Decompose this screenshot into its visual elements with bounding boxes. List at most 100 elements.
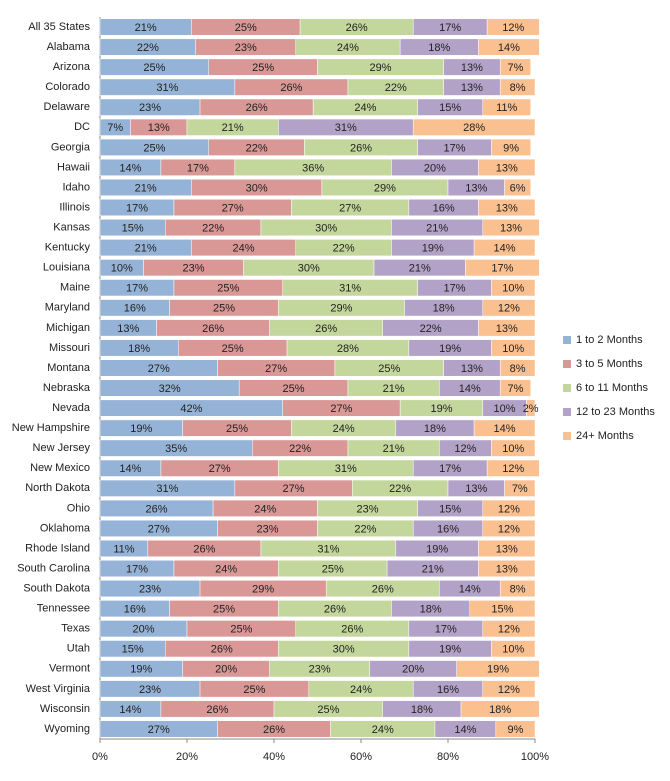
y-tick-label: Wyoming <box>44 723 90 735</box>
value-label: 36% <box>302 162 324 174</box>
y-tick-label: Alabama <box>47 41 91 53</box>
value-label: 8% <box>510 82 526 94</box>
y-tick-label: Louisiana <box>43 262 91 274</box>
value-label: 27% <box>148 363 170 375</box>
legend-swatch <box>563 336 571 344</box>
value-label: 26% <box>263 724 285 736</box>
value-label: 18% <box>433 303 455 315</box>
y-tick-label: Colorado <box>45 81 90 93</box>
value-label: 20% <box>402 664 424 676</box>
value-label: 31% <box>339 283 361 295</box>
value-label: 17% <box>126 202 148 214</box>
y-tick-label: Delaware <box>44 101 90 113</box>
y-tick-label: Tennessee <box>37 603 90 615</box>
y-tick-label: Wisconsin <box>40 703 90 715</box>
y-tick-label: South Carolina <box>17 562 91 574</box>
value-label: 21% <box>409 263 431 275</box>
value-label: 31% <box>317 543 339 555</box>
bar-segment <box>482 680 536 698</box>
y-tick-label: Vermont <box>49 663 90 675</box>
value-label: 17% <box>439 22 461 34</box>
bar-segment <box>491 339 536 357</box>
value-label: 21% <box>383 383 405 395</box>
value-label: 13% <box>117 323 139 335</box>
value-label: 25% <box>230 624 252 636</box>
y-tick-label: Georgia <box>51 141 91 153</box>
value-label: 18% <box>128 343 150 355</box>
value-label: 10% <box>502 644 524 656</box>
value-label: 29% <box>370 62 392 74</box>
value-label: 21% <box>222 122 244 134</box>
value-label: 23% <box>357 503 379 515</box>
value-label: 10% <box>111 263 133 275</box>
value-label: 8% <box>510 583 526 595</box>
value-label: 25% <box>235 22 257 34</box>
bar-segment <box>482 519 536 537</box>
y-tick-label: New Mexico <box>30 462 90 474</box>
x-tick-label: 80% <box>437 751 459 763</box>
value-label: 14% <box>498 42 520 54</box>
bar-segment <box>473 419 536 437</box>
value-label: 31% <box>335 122 357 134</box>
value-label: 9% <box>507 724 523 736</box>
value-label: 25% <box>283 383 305 395</box>
value-label: 29% <box>330 303 352 315</box>
value-label: 20% <box>424 162 446 174</box>
bar-segment <box>469 600 536 618</box>
value-label: 25% <box>243 684 265 696</box>
legend-label: 6 to 11 Months <box>576 382 648 394</box>
value-label: 23% <box>309 664 331 676</box>
value-label: 17% <box>439 463 461 475</box>
value-label: 15% <box>439 503 461 515</box>
value-label: 16% <box>433 202 455 214</box>
value-label: 27% <box>283 483 305 495</box>
value-label: 26% <box>146 503 168 515</box>
y-tick-label: All 35 States <box>28 21 90 33</box>
y-tick-label: DC <box>74 121 90 133</box>
y-tick-label: West Virginia <box>26 683 91 695</box>
value-label: 19% <box>422 243 444 255</box>
value-label: 18% <box>424 423 446 435</box>
value-label: 7% <box>107 122 123 134</box>
legend-swatch <box>563 408 571 416</box>
value-label: 17% <box>491 263 513 275</box>
value-label: 13% <box>148 122 170 134</box>
value-label: 25% <box>322 563 344 575</box>
value-label: 26% <box>202 323 224 335</box>
y-tick-label: Arizona <box>53 61 91 73</box>
value-label: 17% <box>187 162 209 174</box>
value-label: 13% <box>461 363 483 375</box>
value-label: 25% <box>213 604 235 616</box>
bar-segment <box>499 379 531 397</box>
value-label: 25% <box>217 283 239 295</box>
value-label: 21% <box>135 182 157 194</box>
value-label: 9% <box>503 142 519 154</box>
value-label: 16% <box>124 303 146 315</box>
value-label: 19% <box>439 644 461 656</box>
y-tick-label: Montana <box>47 362 91 374</box>
value-label: 24% <box>337 42 359 54</box>
value-label: 12% <box>498 303 520 315</box>
value-label: 20% <box>215 664 237 676</box>
bar-segment <box>478 199 536 217</box>
y-tick-label: Idaho <box>62 181 90 193</box>
y-tick-label: Michigan <box>46 322 90 334</box>
value-label: 21% <box>422 563 444 575</box>
value-label: 24% <box>350 684 372 696</box>
value-label: 27% <box>148 724 170 736</box>
value-label: 13% <box>461 62 483 74</box>
value-label: 22% <box>389 483 411 495</box>
bar-segment <box>473 239 536 257</box>
value-label: 15% <box>491 604 513 616</box>
bar-segment <box>486 459 540 477</box>
value-label: 22% <box>289 443 311 455</box>
value-label: 22% <box>333 243 355 255</box>
value-label: 27% <box>148 523 170 535</box>
value-label: 26% <box>341 624 363 636</box>
value-label: 25% <box>252 62 274 74</box>
bar-segment <box>478 560 536 578</box>
value-label: 14% <box>494 243 516 255</box>
bar-segment <box>482 499 536 517</box>
value-label: 19% <box>130 423 152 435</box>
